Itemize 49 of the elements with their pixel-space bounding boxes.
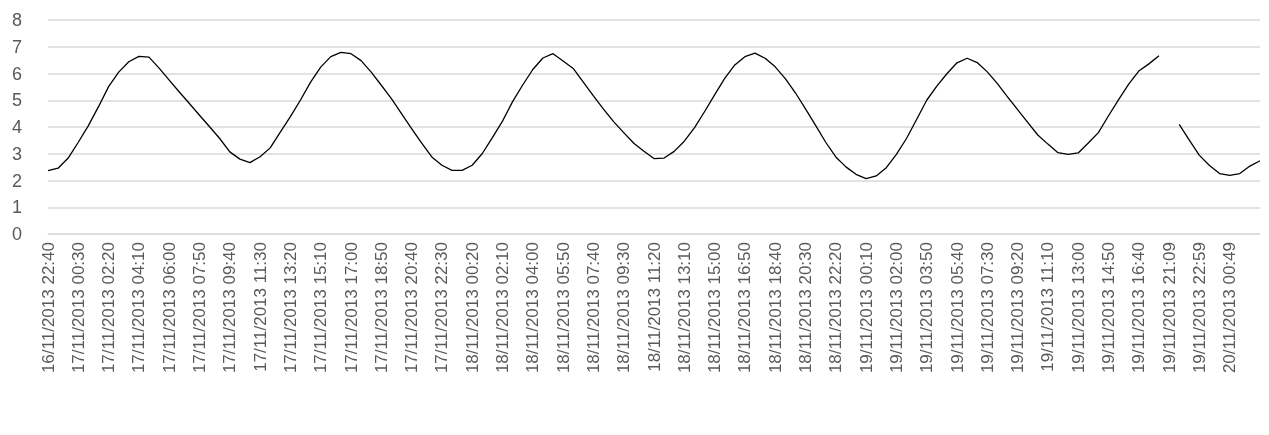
y-tick-label: 5	[12, 90, 23, 111]
x-tick-label: 18/11/2013 04:00	[523, 242, 543, 374]
x-tick-label: 18/11/2013 05:50	[553, 242, 573, 374]
x-tick-label: 17/11/2013 22:30	[432, 242, 452, 374]
y-tick-label: 1	[12, 197, 23, 218]
x-tick-label: 19/11/2013 03:50	[917, 242, 937, 374]
x-tick-label: 17/11/2013 13:20	[280, 242, 300, 374]
x-tick-label: 17/11/2013 15:10	[311, 242, 331, 374]
x-tick-label: 17/11/2013 02:20	[99, 242, 119, 374]
y-tick-label: 3	[12, 143, 23, 164]
x-tick-label: 17/11/2013 17:00	[341, 242, 361, 374]
x-tick-label: 19/11/2013 21:09	[1159, 242, 1179, 374]
x-tick-label: 18/11/2013 13:10	[674, 242, 694, 374]
x-tick-label: 19/11/2013 09:20	[1008, 242, 1028, 374]
x-tick-label: 17/11/2013 06:00	[159, 242, 179, 374]
x-tick-label: 19/11/2013 16:40	[1129, 242, 1149, 374]
x-tick-label: 17/11/2013 11:30	[250, 242, 270, 372]
x-tick-label: 17/11/2013 09:40	[220, 242, 240, 374]
x-tick-label: 19/11/2013 14:50	[1099, 242, 1118, 374]
x-tick-label: 19/11/2013 11:10	[1038, 242, 1058, 372]
x-tick-label: 18/11/2013 11:20	[644, 242, 664, 372]
x-tick-label: 16/11/2013 22:40	[38, 242, 58, 374]
x-tick-label: 18/11/2013 16:50	[735, 242, 755, 374]
x-tick-label: 19/11/2013 05:40	[947, 242, 967, 374]
x-tick-label: 19/11/2013 07:30	[977, 242, 997, 374]
x-tick-label: 17/11/2013 00:30	[68, 242, 88, 374]
y-tick-label: 0	[12, 224, 23, 244]
x-tick-label: 18/11/2013 20:30	[796, 242, 815, 374]
x-tick-label: 18/11/2013 09:30	[614, 242, 634, 374]
x-tick-label: 18/11/2013 00:20	[462, 242, 482, 374]
x-tick-label: 18/11/2013 15:00	[705, 242, 725, 374]
x-tick-label: 19/11/2013 22:59	[1189, 242, 1209, 374]
x-tick-label: 19/11/2013 02:00	[886, 242, 906, 374]
y-tick-label: 6	[12, 63, 23, 84]
y-tick-label: 7	[12, 36, 23, 57]
x-tick-label: 19/11/2013 00:10	[856, 242, 876, 374]
x-tick-label: 18/11/2013 02:10	[493, 242, 512, 374]
x-tick-label: 17/11/2013 07:50	[190, 242, 209, 374]
x-tick-label: 19/11/2013 13:00	[1068, 242, 1088, 374]
y-tick-label: 4	[12, 117, 23, 137]
x-tick-label: 17/11/2013 20:40	[402, 242, 422, 374]
x-tick-label: 18/11/2013 22:20	[826, 242, 846, 374]
x-tick-label: 18/11/2013 18:40	[765, 242, 785, 374]
x-tick-label: 18/11/2013 07:40	[583, 242, 603, 374]
x-tick-label: 17/11/2013 04:10	[129, 242, 149, 374]
x-tick-label: 17/11/2013 18:50	[371, 242, 391, 374]
y-tick-label: 2	[12, 170, 23, 191]
y-tick-label: 8	[12, 10, 23, 30]
x-tick-label: 20/11/2013 00:49	[1220, 242, 1240, 374]
